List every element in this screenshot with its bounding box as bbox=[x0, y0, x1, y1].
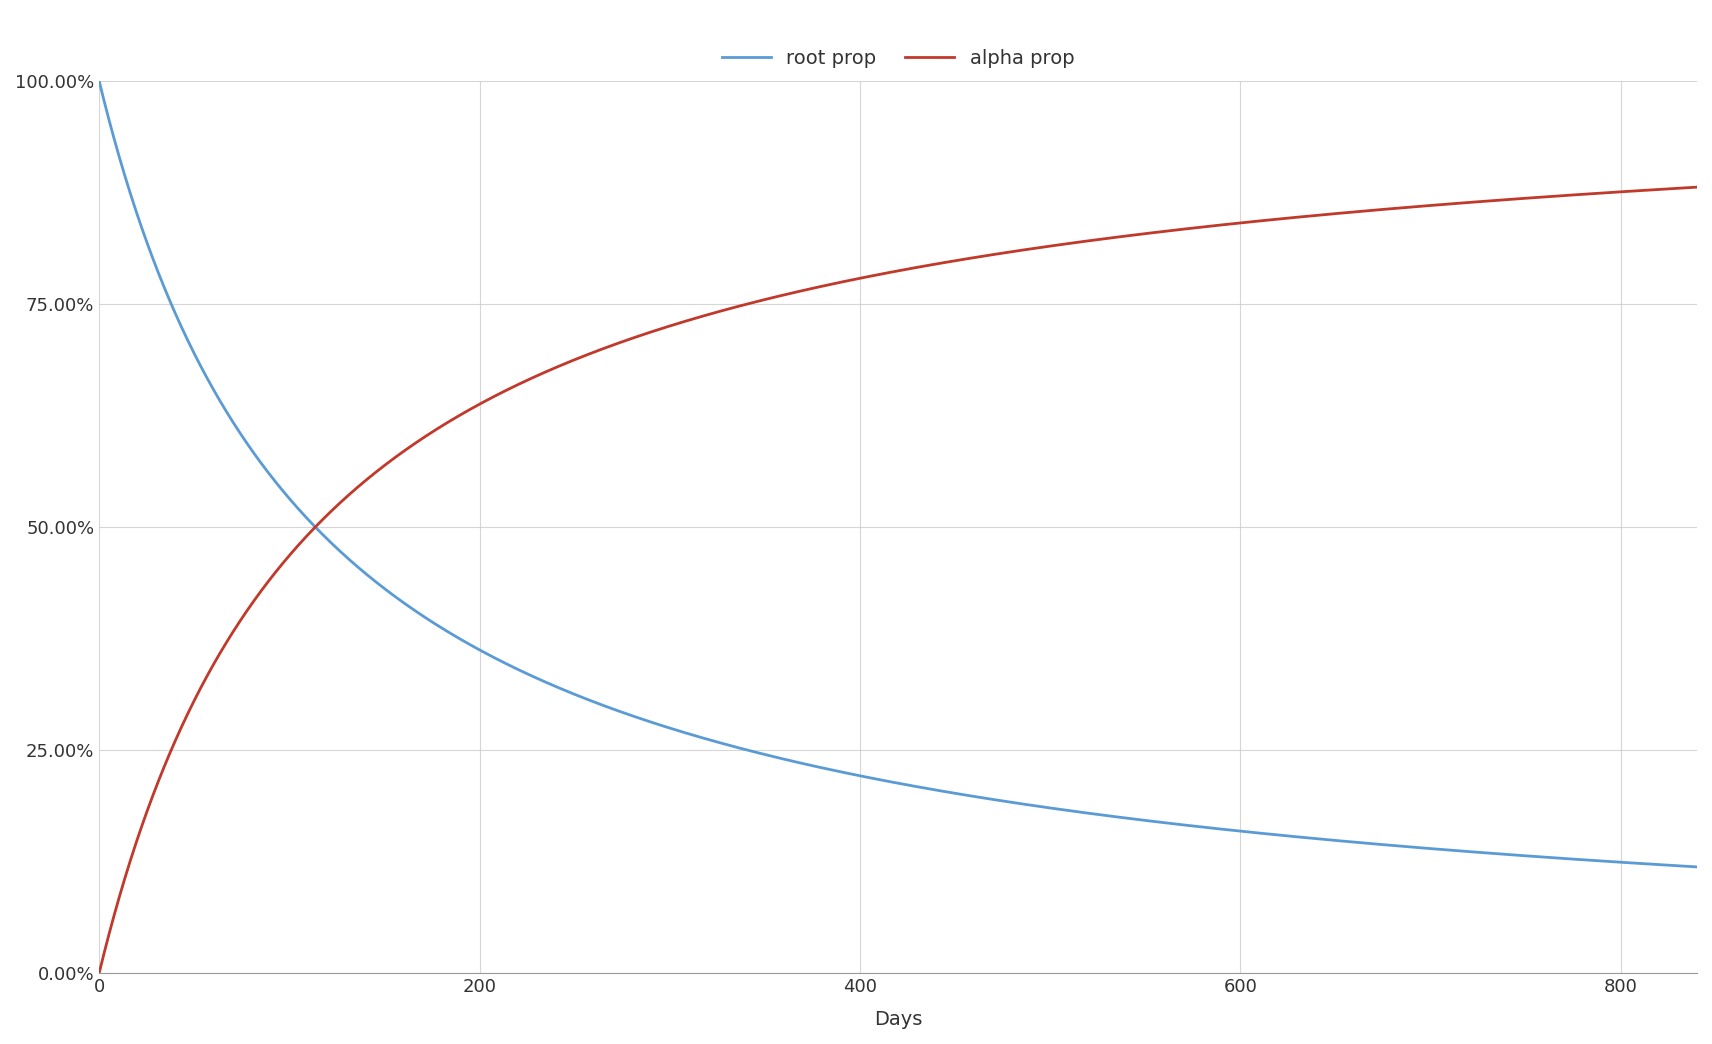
root prop bbox=[1640, 858, 1661, 871]
alpha prop bbox=[823, 278, 844, 290]
alpha prop bbox=[89, 967, 110, 979]
Line: alpha prop: alpha prop bbox=[99, 187, 1697, 973]
X-axis label: Days: Days bbox=[873, 1010, 923, 1029]
root prop bbox=[866, 773, 887, 785]
root prop bbox=[1686, 860, 1707, 873]
alpha prop bbox=[1347, 206, 1368, 218]
alpha prop bbox=[171, 722, 192, 735]
alpha prop bbox=[866, 268, 887, 281]
root prop bbox=[1640, 858, 1661, 871]
root prop bbox=[823, 764, 844, 777]
root prop bbox=[171, 319, 192, 332]
Legend: root prop, alpha prop: root prop, alpha prop bbox=[714, 42, 1082, 76]
alpha prop bbox=[1686, 181, 1707, 193]
Line: root prop: root prop bbox=[99, 80, 1697, 867]
alpha prop bbox=[1640, 184, 1661, 196]
root prop bbox=[1347, 836, 1368, 849]
alpha prop bbox=[1640, 184, 1661, 196]
root prop bbox=[89, 74, 110, 87]
